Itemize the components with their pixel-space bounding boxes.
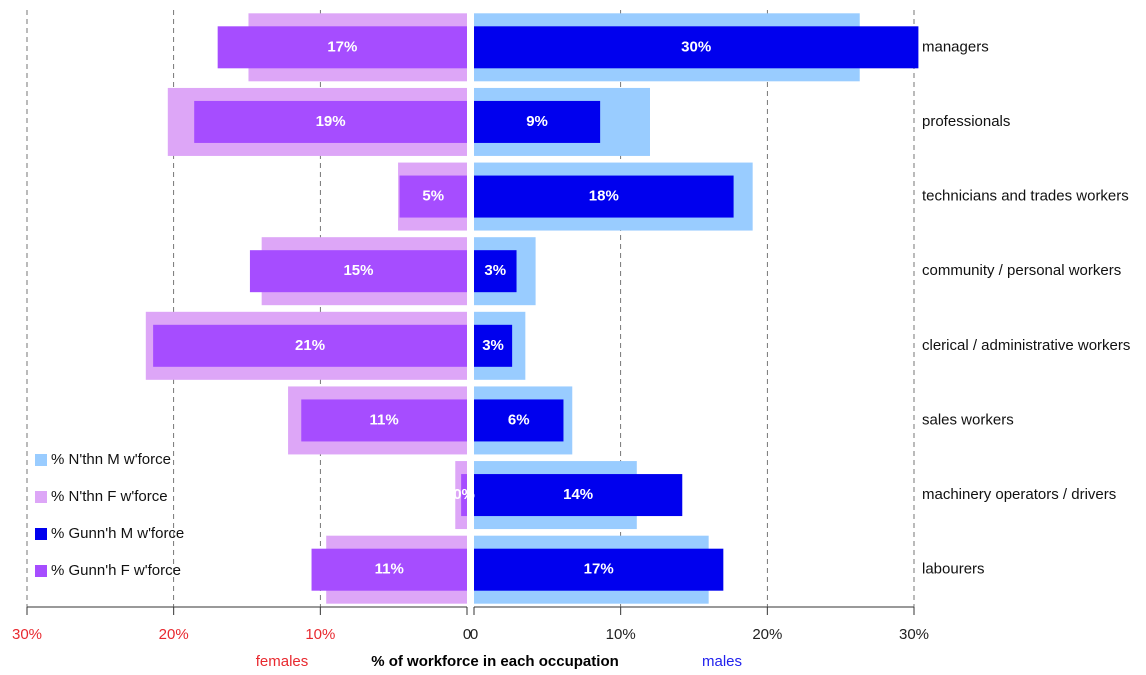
legend-swatch	[35, 565, 47, 577]
data-label: 5%	[422, 188, 444, 205]
bar	[399, 175, 467, 218]
bar	[474, 26, 919, 69]
bar	[217, 26, 467, 69]
data-label: 6%	[508, 411, 530, 428]
data-label: 19%	[316, 113, 346, 130]
x-tick-label: 20%	[752, 626, 782, 643]
bar	[474, 399, 564, 442]
bar	[249, 250, 467, 293]
bar	[474, 250, 517, 293]
bar	[474, 100, 601, 143]
x-tick-label: 0	[470, 626, 478, 643]
axis-side-label: females	[256, 653, 309, 670]
category-label: clerical / administrative workers	[922, 337, 1130, 354]
x-tick-label: 0	[463, 626, 471, 643]
axis-side-label: males	[702, 653, 742, 670]
legend-label: % Gunn'h M w'force	[51, 525, 184, 542]
bar	[474, 175, 734, 218]
x-tick-label: 30%	[12, 626, 42, 643]
legend-swatch	[35, 454, 47, 466]
data-label: 17%	[327, 38, 357, 55]
bar	[153, 324, 467, 367]
x-tick-label: 10%	[606, 626, 636, 643]
bar	[194, 100, 467, 143]
data-label: 0%	[453, 486, 475, 503]
x-axis-title: % of workforce in each occupation	[371, 653, 619, 670]
category-label: managers	[922, 38, 989, 55]
legend-label: % N'thn M w'force	[51, 451, 171, 468]
data-label: 18%	[589, 188, 619, 205]
category-label: professionals	[922, 113, 1010, 130]
data-label: 3%	[482, 337, 504, 354]
legend-swatch	[35, 491, 47, 503]
data-label: 15%	[343, 262, 373, 279]
category-label: machinery operators / drivers	[922, 486, 1116, 503]
category-label: sales workers	[922, 411, 1014, 428]
data-label: 21%	[295, 337, 325, 354]
bar	[301, 399, 467, 442]
category-label: labourers	[922, 561, 985, 578]
legend-label: % N'thn F w'force	[51, 488, 168, 505]
bar	[474, 548, 724, 591]
data-label: 17%	[584, 561, 614, 578]
bar	[311, 548, 467, 591]
bar	[474, 474, 683, 517]
data-label: 9%	[526, 113, 548, 130]
data-label: 14%	[563, 486, 593, 503]
x-tick-label: 10%	[305, 626, 335, 643]
x-tick-label: 30%	[899, 626, 929, 643]
data-label: 11%	[370, 411, 399, 428]
category-label: community / personal workers	[922, 262, 1121, 279]
category-label: technicians and trades workers	[922, 188, 1129, 205]
data-label: 11%	[375, 561, 404, 578]
bar	[461, 474, 467, 517]
bar	[474, 324, 513, 367]
x-tick-label: 20%	[159, 626, 189, 643]
data-label: 30%	[681, 38, 711, 55]
legend-label: % Gunn'h F w'force	[51, 562, 181, 579]
data-label: 3%	[484, 262, 506, 279]
legend-swatch	[35, 528, 47, 540]
